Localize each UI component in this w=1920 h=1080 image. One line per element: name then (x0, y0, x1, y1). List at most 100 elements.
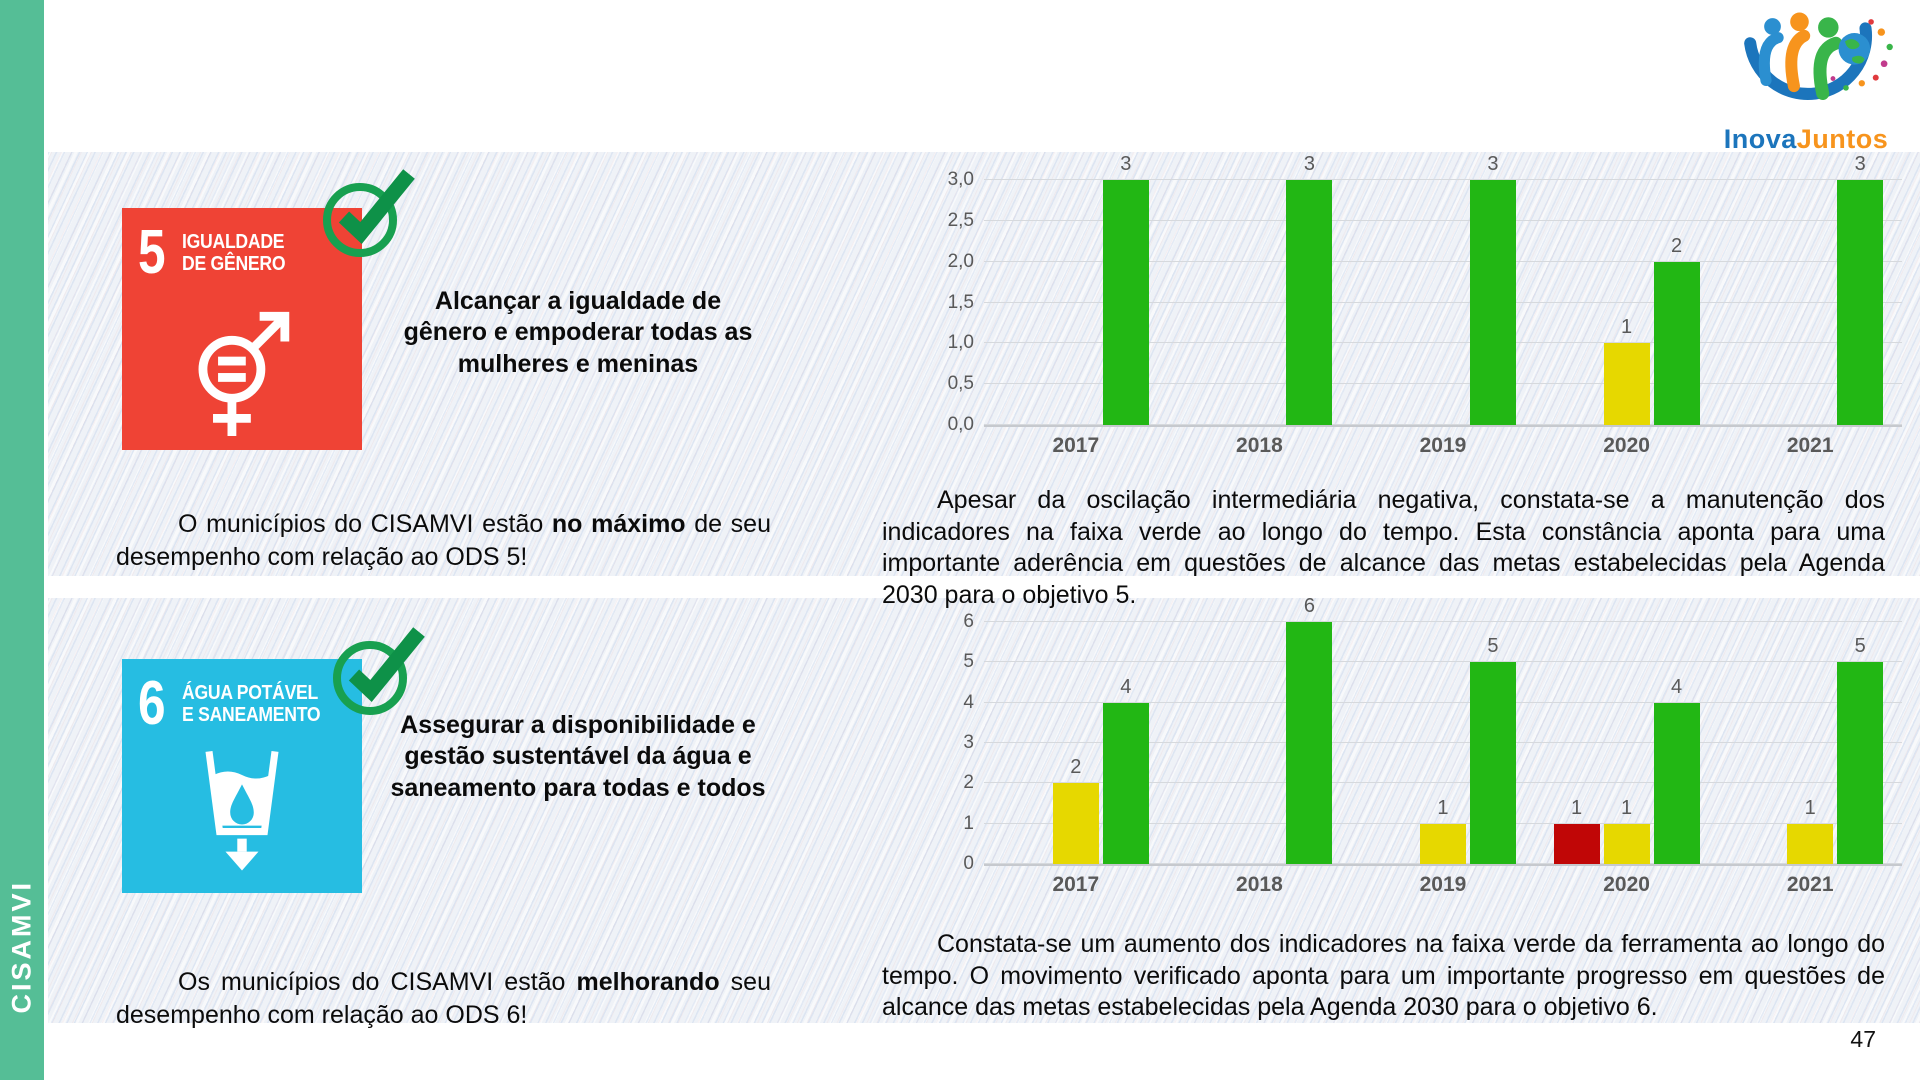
bar-group-2018: 6 (1184, 595, 1334, 864)
bar-value-label: 3 (1303, 153, 1315, 175)
ods5-analysis-text: Apesar da oscilação intermediária negati… (882, 486, 1885, 609)
ods6-chart-y-axis: 0 1 2 3 4 5 6 (916, 612, 976, 874)
ods6-name: ÁGUA POTÁVEL E SANEAMENTO (182, 682, 321, 726)
bar-verde-2021: 5 (1837, 635, 1884, 864)
bar-group-2021: 3 (1735, 153, 1885, 425)
bar-amarelo-2020: 1 (1603, 316, 1650, 425)
ods6-number: 6 (138, 669, 166, 738)
bar-amarelo-2019: 1 (1419, 797, 1466, 864)
sidebar: CISAMVI (0, 0, 44, 1080)
bar-value-label: 5 (1487, 635, 1499, 658)
bar-value-label: 3 (1487, 153, 1499, 175)
bar-verde-2019: 3 (1469, 153, 1516, 425)
bar-value-label: 4 (1671, 675, 1683, 698)
bar-verde-2018: 3 (1286, 153, 1333, 425)
gridline (984, 742, 1902, 743)
x-axis-tick-label: 2020 (1603, 873, 1650, 896)
y-axis-tick-label: 2 (963, 772, 974, 794)
ods5-number: 5 (138, 218, 166, 287)
bar-value-label: 1 (1804, 796, 1816, 819)
x-axis-tick-label: 2019 (1419, 434, 1467, 457)
gender-equality-icon (138, 291, 346, 445)
gridline (984, 301, 1902, 303)
gridline (984, 342, 1902, 344)
bar-group-2019: 3 (1368, 153, 1518, 425)
bar-verde-2019: 5 (1469, 635, 1516, 864)
gridline (984, 621, 1902, 622)
ods5-chart-y-axis: 0,0 0,5 1,0 1,5 2,0 2,5 3,0 (916, 170, 976, 435)
ods5-goal-title: Alcançar a igualdade de gênero e empoder… (403, 287, 753, 378)
ods6-chart-x-axis: 2017 2018 2019 2020 2021 (984, 866, 1902, 897)
bar-verde-2021: 3 (1837, 153, 1884, 425)
ods6-status-text: Os municípios do CISAMVI estão melhorand… (116, 968, 771, 1029)
ods6-goal-title: Assegurar a disponibilidade e gestão sus… (390, 711, 766, 802)
gridline (984, 701, 1902, 703)
bar-value-label: 2 (1671, 234, 1683, 257)
gridline (984, 782, 1902, 784)
bar-value-label: 3 (1120, 153, 1132, 175)
page-number: 47 (1850, 1026, 1876, 1052)
bar-group-2017: 3 (1001, 153, 1151, 425)
bar-amarelo-2020: 1 (1603, 797, 1650, 864)
x-axis-tick-label: 2017 (1052, 434, 1100, 457)
inovajuntos-logo-text: InovaJuntos (1723, 124, 1889, 154)
ods5-icon: 5 IGUALDADE DE GÊNERO (122, 208, 362, 450)
inovajuntos-logo: InovaJuntos (1706, 6, 1906, 155)
gridline (984, 424, 1902, 425)
ods5-status-text: O municípios do CISAMVI estão no máximo … (116, 510, 771, 571)
bar-verde-2020: 2 (1653, 235, 1700, 425)
bar-value-label: 3 (1854, 153, 1866, 175)
bar-value-label: 2 (1070, 756, 1082, 779)
y-axis-tick-label: 2,5 (947, 209, 974, 231)
x-axis-tick-label: 2017 (1052, 873, 1100, 896)
bar-group-2020: 1 1 4 (1552, 622, 1702, 864)
ods6-icon: 6 ÁGUA POTÁVEL E SANEAMENTO (122, 659, 362, 893)
bar-group-2018: 3 (1184, 153, 1334, 425)
gridline (984, 383, 1902, 385)
checkmark-icon (333, 627, 425, 715)
gridline (984, 219, 1902, 221)
y-axis-tick-label: 6 (963, 611, 974, 632)
bar-value-label: 4 (1120, 675, 1132, 698)
x-axis-tick-label: 2021 (1786, 434, 1834, 457)
ods6-analysis-text: Constata-se um aumento dos indicadores n… (882, 930, 1885, 1021)
gridline (984, 260, 1902, 262)
ods5-chart-x-axis: 2017 2018 2019 2020 2021 (984, 427, 1902, 458)
y-axis-tick-label: 3,0 (947, 169, 974, 190)
water-glass-icon (138, 742, 346, 874)
bar-value-label: 1 (1621, 316, 1633, 339)
x-axis-tick-label: 2021 (1786, 873, 1834, 896)
y-axis-tick-label: 0,0 (947, 414, 974, 435)
bar-value-label: 1 (1571, 796, 1583, 819)
gridline (984, 822, 1902, 824)
bar-verde-2017: 4 (1102, 676, 1149, 864)
bar-amarelo-2017: 2 (1052, 756, 1099, 864)
y-axis-tick-label: 0 (963, 853, 974, 874)
y-axis-tick-label: 5 (963, 651, 974, 673)
bar-verde-2018: 6 (1286, 595, 1333, 864)
bar-vermelho-2020: 1 (1553, 797, 1600, 864)
y-axis-tick-label: 2,0 (947, 250, 974, 272)
y-axis-tick-label: 0,5 (947, 373, 974, 395)
bar-value-label: 1 (1437, 796, 1449, 819)
bar-verde-2020: 4 (1653, 676, 1700, 864)
y-axis-tick-label: 1,5 (947, 291, 974, 313)
bar-value-label: 6 (1303, 595, 1315, 617)
x-axis-tick-label: 2020 (1603, 434, 1650, 457)
inovajuntos-logo-icon (1744, 12, 1893, 100)
y-axis-tick-label: 1,0 (947, 332, 974, 354)
bar-amarelo-2021: 1 (1787, 797, 1834, 864)
sidebar-vertical-title: CISAMVI (6, 880, 37, 1014)
x-axis-tick-label: 2018 (1236, 434, 1283, 457)
y-axis-tick-label: 3 (963, 732, 974, 753)
bar-value-label: 5 (1854, 635, 1866, 658)
ods5-name: IGUALDADE DE GÊNERO (182, 231, 286, 275)
